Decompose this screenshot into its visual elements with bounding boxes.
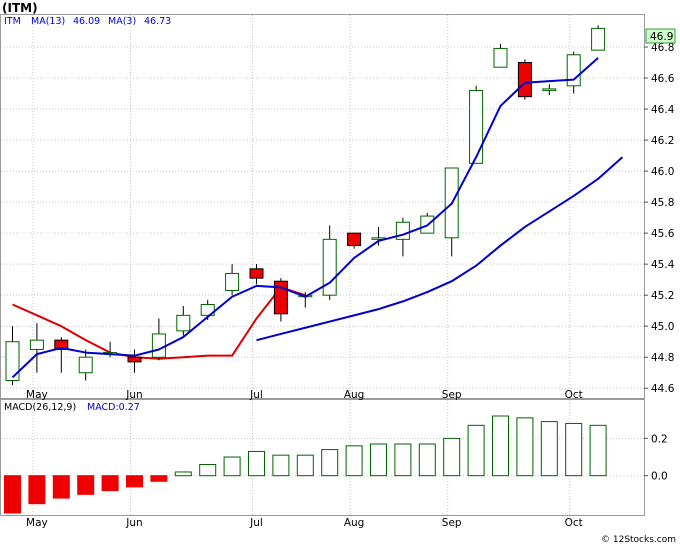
price-y-axis: 44.6 44.8 45.0 45.2 45.4 45.6 45.8 46.0 46.2 46.4… [644, 42, 675, 395]
macd-bar-positive [418, 443, 436, 477]
macd-bar-negative [77, 475, 95, 495]
candle-body-down [347, 232, 362, 247]
candle-body-up [469, 89, 484, 164]
price-tick-label: 46.6 [651, 73, 675, 85]
macd-x-tick-label: Sep [442, 517, 462, 529]
legend-ma3-value: 46.73 [144, 16, 171, 27]
candle-body-up [322, 238, 337, 296]
macd-bar-positive [199, 464, 217, 477]
macd-tick-label: 0.2 [651, 433, 668, 445]
macd-bar-positive [345, 445, 363, 477]
chart-title: (ITM) [2, 1, 38, 15]
last-price-label: 46.9 [650, 31, 673, 43]
macd-bar-positive [321, 449, 339, 477]
candle-body-down [273, 280, 288, 315]
macd-bar-positive [370, 443, 387, 477]
price-grid [1, 15, 644, 398]
macd-bar-positive [589, 424, 607, 477]
ma3-line [11, 57, 599, 379]
legend-ma3-label: MA(3) [108, 16, 136, 27]
macd-x-tick-label: Aug [344, 517, 365, 529]
macd-bar-positive [443, 437, 461, 477]
candlestick-series [5, 25, 606, 386]
candle-body-up [591, 27, 606, 51]
macd-x-tick-label: Jun [125, 517, 142, 529]
price-legend: ITM MA(13) 46.09 MA(3) 46.73 [4, 16, 171, 27]
price-tick-label: 46.0 [651, 166, 674, 178]
price-tick-label: 46.2 [651, 135, 674, 147]
ma13-line [256, 156, 624, 342]
candle-body-down [127, 356, 142, 363]
legend-macd-value: MACD:0.27 [87, 402, 140, 413]
candle-body-up [225, 272, 240, 292]
macd-bar-negative [150, 475, 168, 482]
ma3-series [11, 57, 599, 379]
macd-bar-positive [565, 422, 583, 477]
macd-x-tick-label: Jul [249, 517, 263, 529]
macd-legend: MACD(26,12,9) MACD:0.27 [4, 402, 140, 413]
macd-y-axis: 0.0 0.2 [644, 433, 668, 483]
price-tick-label: 46.4 [651, 104, 675, 116]
macd-panel: 0.0 0.2 [0, 399, 668, 516]
legend-macd-label: MACD(26,12,9) [4, 402, 76, 413]
macd-bar-negative [126, 475, 143, 488]
price-tick-label: 44.6 [651, 383, 675, 395]
macd-bar-positive [516, 417, 534, 477]
legend-ma13-value: 46.09 [73, 16, 100, 27]
price-x-tick-label: Jul [249, 389, 263, 401]
price-tick-label: 45.2 [651, 290, 674, 302]
price-tick-label: 45.0 [651, 321, 674, 333]
legend-ma13-label: MA(13) [31, 16, 65, 27]
macd-bar-positive [272, 454, 290, 477]
macd-bar-positive [223, 456, 241, 477]
candle-body-up [493, 48, 508, 68]
price-x-tick-label: May [26, 389, 48, 401]
price-tick-label: 44.8 [651, 352, 674, 364]
candle-body-up [151, 333, 166, 358]
price-x-tick-label: Jun [125, 389, 142, 401]
macd-bar-negative [52, 475, 70, 499]
candle-body-up [29, 339, 44, 350]
price-x-tick-label: Sep [442, 389, 462, 401]
candle-body-up [566, 54, 581, 87]
last-price-tag: 46.9 [645, 28, 676, 44]
macd-x-tick-label: May [26, 517, 48, 529]
candle-body-down [54, 339, 69, 350]
price-panel-frame [0, 14, 645, 399]
price-tick-label: 45.4 [651, 259, 675, 271]
macd-bar-positive [248, 450, 265, 477]
legend-symbol: ITM [4, 16, 21, 27]
macd-bar-positive [174, 471, 192, 477]
macd-tick-label: 0.0 [651, 471, 668, 483]
candle-body-up [200, 303, 215, 316]
macd-bar-negative [4, 475, 21, 514]
last-price-box [645, 28, 676, 44]
macd-histogram [4, 415, 607, 514]
candle-body-up [78, 356, 93, 374]
candle-body-up [176, 314, 191, 332]
price-x-tick-label: Oct [565, 389, 583, 401]
watermark: © 12Stocks.com [601, 535, 676, 545]
macd-bar-positive [296, 454, 314, 477]
x-axis: May May Jun Jun Jul Jul Aug Aug Sep Sep Oct Oct [26, 389, 583, 529]
price-tick-label: 45.8 [651, 197, 674, 209]
price-panel: 44.6 44.8 45.0 45.2 45.4 45.6 45.8 46.0 46.2 46.4… [0, 14, 675, 399]
candle-body-down [517, 62, 532, 98]
ma13-series [256, 156, 624, 342]
price-tick-label: 46.8 [651, 42, 674, 54]
macd-bar-positive [394, 443, 412, 477]
macd-bar-positive [540, 421, 558, 477]
macd-bar-negative [28, 475, 46, 505]
price-x-tick-label: Aug [344, 389, 365, 401]
candle-body-up [5, 341, 20, 381]
macd-bar-positive [467, 424, 485, 477]
macd-bar-negative [101, 475, 119, 492]
candle-body-down [249, 268, 264, 279]
macd-x-tick-label: Oct [565, 517, 583, 529]
price-tick-label: 45.6 [651, 228, 675, 240]
macd-bar-positive [492, 415, 509, 477]
candle-body-up [542, 88, 557, 91]
